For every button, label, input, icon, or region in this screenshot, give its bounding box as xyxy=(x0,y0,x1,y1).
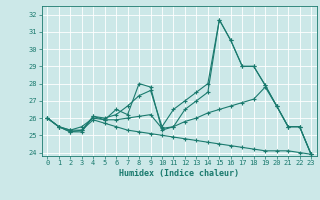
X-axis label: Humidex (Indice chaleur): Humidex (Indice chaleur) xyxy=(119,169,239,178)
